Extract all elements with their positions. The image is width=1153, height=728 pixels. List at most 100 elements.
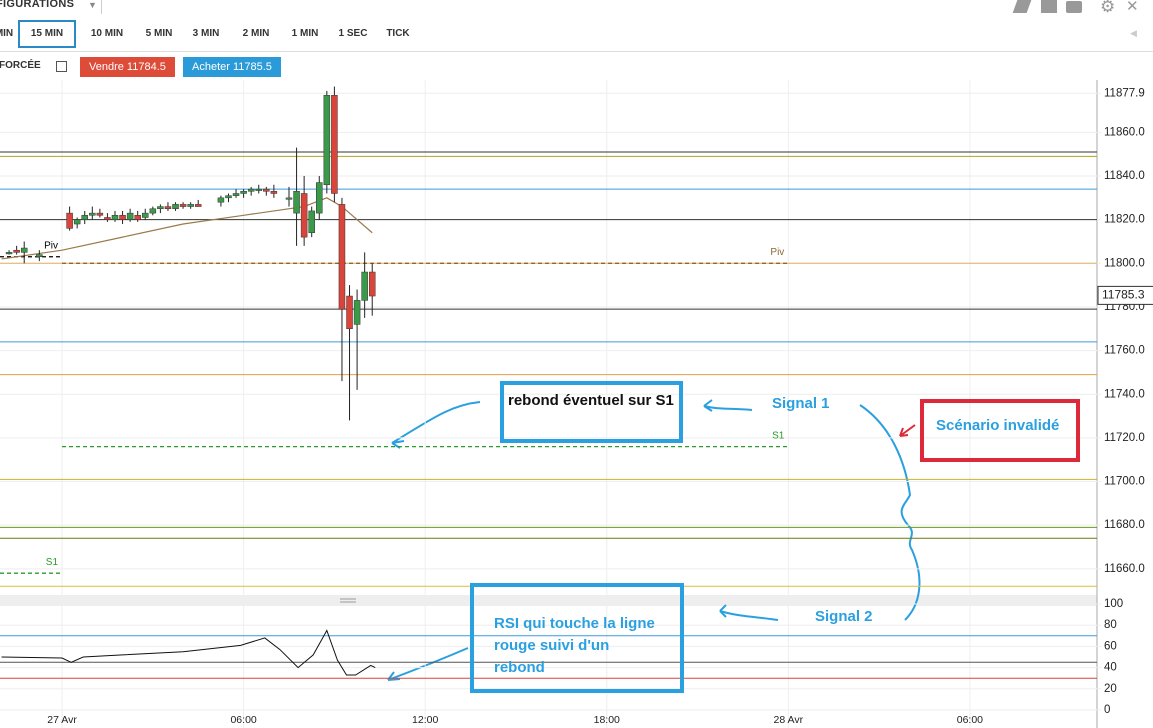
level-label: S1	[46, 557, 59, 568]
x-tick-label: 27 Avr	[47, 714, 77, 726]
candle-body	[293, 191, 300, 214]
candle-body	[316, 182, 323, 214]
timeframe-button[interactable]: 3 MIN	[192, 28, 220, 39]
config-label[interactable]: FIGURATIONS	[0, 0, 75, 10]
candle-body	[247, 188, 255, 192]
signal-label: Signal 1	[772, 395, 830, 412]
icon-draw[interactable]	[1012, 0, 1032, 13]
candle-body	[240, 191, 247, 194]
candle-body	[89, 212, 96, 216]
candle-body	[270, 191, 278, 194]
candle-body	[179, 204, 187, 207]
candle-body	[285, 197, 293, 200]
timeframe-button[interactable]: 1 MIN	[291, 28, 319, 39]
y-tick-label: 11760.0	[1104, 345, 1145, 357]
candle-body	[323, 95, 331, 185]
timeframe-button[interactable]: 10 MIN	[90, 28, 124, 39]
candle-body	[217, 197, 225, 203]
timeframe-button[interactable]: 5 MIN	[145, 28, 173, 39]
candle-body	[20, 247, 28, 253]
candle-body	[96, 212, 104, 216]
candle-body	[36, 254, 43, 258]
x-tick-label: 06:00	[957, 714, 983, 726]
plot: 27 Avr 06:00 12:00 18:00 28 Avr 06:00 11660.0 1…	[0, 80, 1153, 728]
sell-button[interactable]: Vendre 11784.5	[80, 57, 175, 77]
buy-button[interactable]: Acheter 11785.5	[183, 57, 281, 77]
candle-body	[157, 206, 164, 209]
candle-body	[172, 204, 179, 209]
timeframe-button[interactable]: MIN	[0, 28, 14, 39]
timeframe-button[interactable]: TICK	[386, 28, 410, 39]
last-price-box	[1097, 285, 1153, 305]
y-tick-label: 0	[1104, 704, 1110, 716]
arrow	[719, 604, 779, 621]
signal-label: Signal 2	[815, 608, 873, 625]
candle-body	[81, 215, 88, 220]
candle-body	[164, 206, 172, 209]
y-tick-label: 11800.0	[1104, 257, 1145, 269]
chart: 27 Avr 06:00 12:00 18:00 28 Avr 06:00 11660.0 1…	[0, 80, 1153, 728]
x-tick-label: 06:00	[230, 714, 256, 726]
note-box: rebond éventuel sur S1	[500, 381, 683, 443]
y-tick-label: 60	[1104, 640, 1117, 652]
timeframe-button[interactable]: 2 MIN	[242, 28, 270, 39]
candle-body	[361, 271, 368, 301]
candle-body	[331, 95, 338, 194]
candle-body	[134, 215, 141, 220]
separator	[0, 51, 1153, 52]
candle-body	[300, 193, 308, 238]
candle-body	[338, 204, 346, 310]
candle-body	[353, 300, 361, 325]
candle-body	[66, 212, 73, 229]
x-tick-label: 18:00	[594, 714, 620, 726]
brace	[859, 404, 921, 621]
y-tick-label: 11720.0	[1104, 432, 1145, 444]
moving-average	[1, 197, 373, 260]
y-tick-label: 11660.0	[1104, 563, 1145, 575]
arrow	[387, 647, 469, 681]
arrows	[387, 399, 921, 681]
separator	[101, 0, 102, 14]
y-tick-label: 11877.9	[1104, 87, 1145, 99]
y-tick-label: 100	[1104, 598, 1123, 610]
level-label: S1	[772, 430, 785, 441]
y-tick-label: 11840.0	[1104, 170, 1145, 182]
scroll-arrow[interactable]: ◀	[1130, 28, 1137, 38]
candle-body	[225, 195, 232, 199]
candle-body	[126, 212, 134, 220]
y-tick-label: 20	[1104, 683, 1117, 695]
timeframe-button[interactable]: 1 SEC	[338, 28, 368, 39]
candle-body	[111, 215, 119, 220]
arrow	[391, 401, 481, 449]
candle-body	[346, 295, 353, 330]
toolbar: FIGURATIONS ▼ MIN 15 MIN 10 MIN 5 MIN 3 MIN 2…	[0, 0, 1153, 80]
panel-divider[interactable]	[0, 595, 1097, 606]
candle-body	[73, 219, 81, 225]
level-label: Piv	[44, 240, 58, 251]
candle-body	[368, 271, 376, 297]
y-tick-label: 11740.0	[1104, 388, 1145, 400]
candle-body	[187, 204, 194, 207]
timeframe-button[interactable]: 15 MIN	[18, 20, 76, 48]
candle-body	[5, 252, 13, 255]
dropdown-caret[interactable]: ▼	[88, 0, 97, 10]
candle-body	[149, 208, 157, 214]
icon-close[interactable]: ✕	[1126, 0, 1139, 15]
candle-body	[119, 215, 126, 220]
invalid-box: Scénario invalidé	[920, 399, 1080, 462]
x-tick-label: 28 Avr	[774, 714, 804, 726]
icon-settings[interactable]: ⚙	[1100, 0, 1116, 16]
arrow	[899, 424, 916, 437]
icon-print[interactable]	[1066, 1, 1082, 13]
candle-body	[263, 188, 270, 192]
y-tick-label: 40	[1104, 662, 1117, 674]
checkbox[interactable]	[56, 61, 67, 72]
candle-body	[13, 249, 20, 253]
candle-body	[255, 188, 262, 191]
candle-body	[232, 193, 240, 196]
arrow	[703, 399, 753, 412]
y-tick-label: 11700.0	[1104, 476, 1145, 488]
icon-image[interactable]	[1041, 0, 1057, 13]
y-tick-label: 11820.0	[1104, 214, 1145, 226]
x-tick-label: 12:00	[412, 714, 438, 726]
